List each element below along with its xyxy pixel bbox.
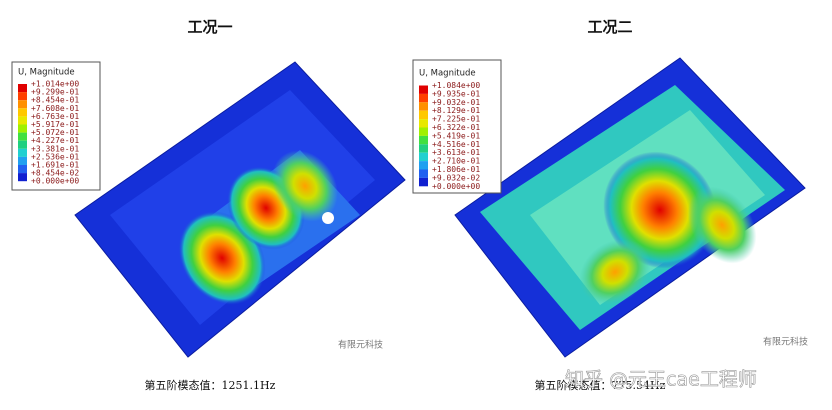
legend-swatch	[419, 119, 428, 128]
legend-label: +3.613e-01	[432, 148, 480, 157]
legend-swatch	[419, 85, 428, 94]
legend-label: +1.014e+00	[31, 80, 79, 89]
legend-label: +5.072e-01	[31, 128, 79, 137]
panel-title: 工况一	[187, 18, 232, 36]
legend-swatch	[419, 93, 428, 103]
caption: 第五阶模态值：775.54Hz	[535, 378, 666, 392]
legend-swatch	[419, 161, 428, 170]
legend-label: +5.917e-01	[31, 120, 79, 129]
legend-swatch	[419, 102, 428, 111]
legend-swatch	[18, 165, 27, 174]
watermark: 有限元科技	[763, 336, 808, 348]
legend-swatch	[18, 108, 27, 117]
legend-label: +8.454e-02	[31, 169, 79, 178]
legend-label: +9.032e-02	[432, 173, 480, 182]
legend-swatch	[419, 144, 428, 153]
legend-swatch	[18, 148, 27, 157]
legend-label: +5.419e-01	[432, 131, 480, 140]
legend-label: +9.299e-01	[31, 88, 79, 97]
legend-swatch	[18, 140, 27, 149]
legend-swatch	[18, 156, 27, 165]
legend-label: +4.516e-01	[432, 140, 480, 149]
legend-label: +2.710e-01	[432, 157, 480, 166]
legend-label: +3.381e-01	[31, 144, 79, 153]
legend-swatch	[419, 169, 428, 178]
legend-label: +1.691e-01	[31, 161, 79, 170]
legend-swatch	[18, 116, 27, 125]
legend-label: +1.806e-01	[432, 165, 480, 174]
legend-label: +0.000e+00	[31, 177, 79, 186]
legend-swatch	[18, 84, 27, 93]
panel-title: 工况二	[587, 18, 632, 36]
legend-label: +8.454e-01	[31, 96, 79, 105]
legend-swatch	[18, 124, 27, 133]
legend-label: +1.084e+00	[432, 81, 480, 90]
legend-label: +2.536e-01	[31, 152, 79, 161]
legend-swatch	[419, 135, 428, 145]
legend-label: +9.032e-01	[432, 98, 480, 107]
legend-label: +7.225e-01	[432, 115, 480, 124]
legend-swatch	[419, 110, 428, 120]
legend-swatch	[18, 173, 27, 182]
caption: 第五阶模态值：1251.1Hz	[145, 378, 276, 392]
legend-label: +9.935e-01	[432, 89, 480, 98]
right-model	[454, 57, 806, 358]
legend-swatch	[419, 127, 428, 136]
legend-label: +8.129e-01	[432, 106, 480, 115]
legend-swatch	[419, 152, 428, 162]
legend-title: U, Magnitude	[419, 69, 476, 79]
legend-swatch	[419, 177, 428, 187]
legend-label: +6.322e-01	[432, 123, 480, 132]
legend-label: +6.763e-01	[31, 112, 79, 121]
left-model	[74, 61, 406, 358]
legend-label: +7.608e-01	[31, 104, 79, 113]
legend-title: U, Magnitude	[18, 68, 75, 78]
legend-swatch	[18, 100, 27, 109]
legend-label: +4.227e-01	[31, 136, 79, 145]
site-watermark: 知乎 @元王cae工程师	[565, 369, 757, 391]
legend-swatch	[18, 92, 27, 101]
legend-label: +0.000e+00	[432, 182, 480, 191]
watermark: 有限元科技	[338, 339, 383, 351]
legend-swatch	[18, 132, 27, 141]
